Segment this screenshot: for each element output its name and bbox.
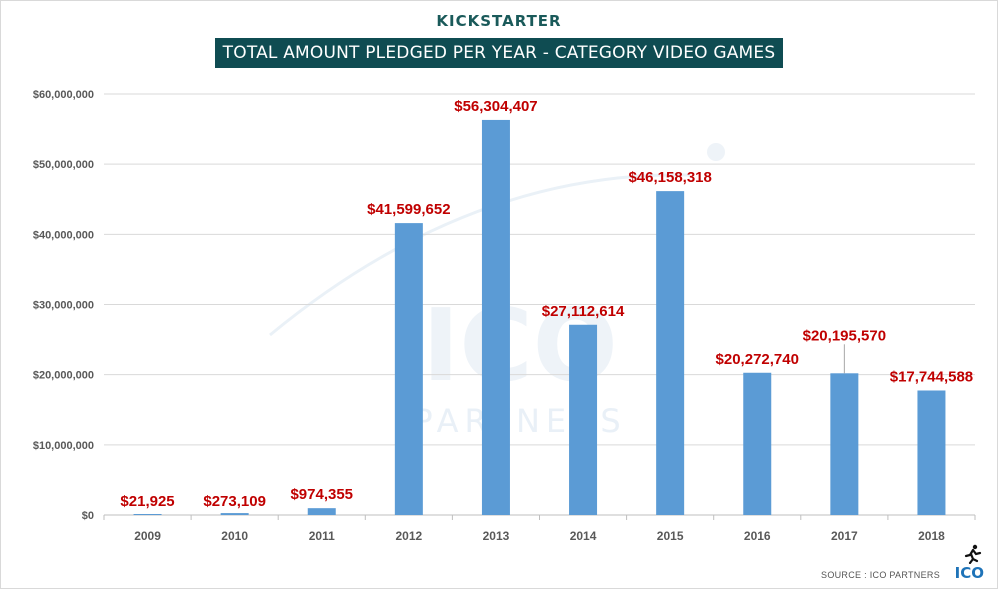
watermark-arc (269, 173, 691, 337)
x-tick-label: 2016 (744, 529, 771, 543)
y-axis: $0 $10,000,000 $20,000,000 $30,000,000 $40,0… (33, 89, 94, 522)
source-note: SOURCE : ICO PARTNERS (821, 570, 940, 580)
x-tick-label: 2011 (309, 529, 335, 543)
x-tick-label: 2017 (831, 529, 858, 543)
x-axis: 2009 2010 2011 2012 2013 2014 2015 2016 2017 2018 (103, 515, 976, 543)
y-tick-label: $20,000,000 (33, 370, 94, 382)
bar-2015 (656, 191, 685, 515)
bars (133, 119, 946, 515)
data-label: $273,109 (203, 493, 266, 510)
data-label: $20,195,570 (803, 327, 886, 344)
x-tick-label: 2012 (395, 529, 422, 543)
x-tick-label: 2018 (918, 529, 945, 543)
x-tick-label: 2015 (657, 529, 684, 543)
kickstarter-logo: KICKSTARTER (436, 12, 562, 30)
data-label: $56,304,407 (454, 98, 537, 115)
y-tick-label: $10,000,000 (33, 440, 94, 452)
x-tick-label: 2014 (570, 529, 597, 543)
data-label: $974,355 (290, 486, 353, 503)
bar-2017 (830, 373, 859, 515)
gridlines (104, 93, 975, 516)
data-label: $20,272,740 (716, 351, 799, 368)
ico-logo: ICO (954, 564, 984, 582)
bar-2011 (307, 508, 336, 515)
bar-2009 (133, 514, 162, 515)
y-tick-label: $40,000,000 (33, 229, 94, 241)
chart-title: TOTAL AMOUNT PLEDGED PER YEAR - CATEGORY… (214, 38, 784, 68)
data-labels: $21,925 $273,109 $974,355 $41,599,652 $56,30… (120, 98, 973, 510)
chart-title-box: TOTAL AMOUNT PLEDGED PER YEAR - CATEGORY… (0, 38, 998, 68)
bar-2013 (481, 119, 510, 515)
watermark-runner-head (707, 143, 725, 161)
data-label: $17,744,588 (890, 368, 973, 385)
runner-icon (964, 544, 982, 564)
bar-2012 (394, 223, 423, 515)
y-tick-label: $30,000,000 (33, 300, 94, 312)
y-tick-label: $0 (82, 510, 94, 522)
bar-2018 (917, 390, 946, 515)
y-tick-label: $60,000,000 (33, 89, 94, 101)
bar-2010 (220, 513, 249, 515)
x-tick-label: 2013 (483, 529, 510, 543)
bar-2016 (743, 372, 772, 515)
data-label: $46,158,318 (628, 169, 711, 186)
data-label: $21,925 (120, 493, 174, 510)
x-tick-label: 2009 (134, 529, 161, 543)
x-tick-label: 2010 (221, 529, 248, 543)
data-label: $41,599,652 (367, 201, 450, 218)
y-tick-label: $50,000,000 (33, 159, 94, 171)
data-label: $27,112,614 (542, 303, 625, 320)
bar-2014 (569, 324, 598, 515)
